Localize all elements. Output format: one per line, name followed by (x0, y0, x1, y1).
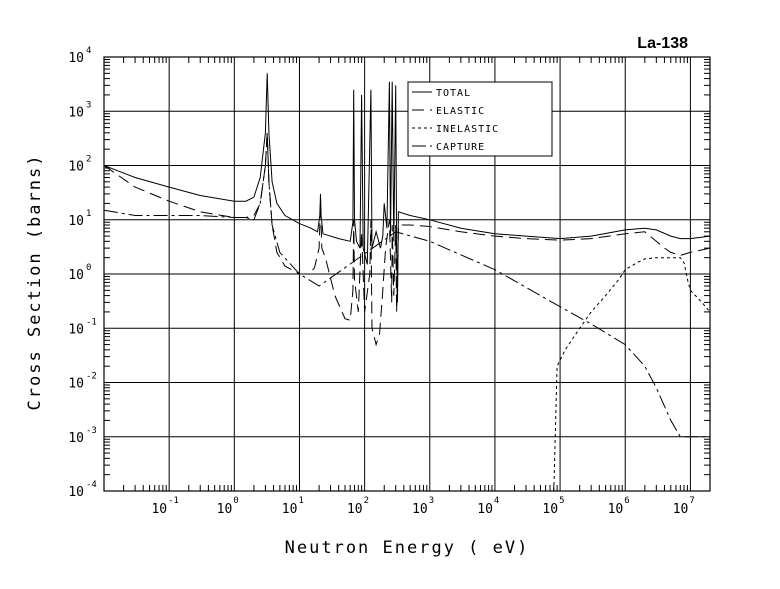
plot-frame (103, 56, 711, 492)
y-tick-exponent: -2 (86, 372, 97, 382)
x-tick-label: 106 (608, 496, 630, 517)
legend-box (407, 81, 553, 157)
legend-label-elastic: ELASTIC (436, 106, 485, 117)
y-tick-exponent: 2 (86, 155, 91, 165)
y-tick-label: 10 1 (68, 209, 91, 229)
series-elastic-line (104, 132, 710, 347)
x-tick-exponent: -1 (168, 496, 179, 506)
x-tick-label: 104 (477, 496, 499, 517)
y-tick-base: 10 (68, 322, 84, 337)
y-tick-label: 10 4 (68, 46, 91, 66)
x-tick-label: 103 (412, 496, 434, 517)
x-axis-label: Neutron Energy ( eV) (285, 538, 530, 558)
x-tick-exponent: 5 (559, 496, 564, 506)
y-tick-base: 10 (68, 377, 84, 392)
y-tick-base: 10 (68, 268, 84, 283)
x-tick-base: 10 (282, 502, 298, 517)
x-tick-exponent: 2 (364, 496, 369, 506)
y-tick-label: 10 -4 (68, 480, 97, 500)
x-tick-label: 101 (282, 496, 304, 517)
x-tick-label: 107 (673, 496, 695, 517)
y-tick-label: 10 -2 (68, 372, 97, 392)
y-tick-base: 10 (68, 105, 84, 120)
x-tick-base: 10 (412, 502, 428, 517)
y-tick-exponent: 0 (86, 263, 91, 273)
y-tick-label: 10 -3 (68, 426, 97, 446)
series-capture-line (104, 132, 710, 438)
y-tick-exponent: 3 (86, 100, 91, 110)
series-layer (104, 73, 710, 491)
y-tick-base: 10 (68, 214, 84, 229)
y-tick-base: 10 (68, 160, 84, 175)
legend-label-inelastic: INELASTIC (436, 124, 499, 135)
y-tick-label: 10 2 (68, 155, 91, 175)
x-tick-label: 100 (217, 496, 239, 517)
legend-label-capture: CAPTURE (436, 142, 485, 153)
y-tick-exponent: 1 (86, 209, 91, 219)
y-tick-exponent: 4 (86, 46, 91, 56)
y-tick-base: 10 (68, 51, 84, 66)
grid (104, 56, 711, 492)
x-tick-exponent: 0 (233, 496, 238, 506)
chart-title: La-138 (637, 35, 688, 52)
x-tick-exponent: 4 (494, 496, 499, 506)
x-tick-exponent: 3 (429, 496, 434, 506)
y-axis-label: Cross Section (barns) (25, 154, 45, 411)
y-tick-base: 10 (68, 485, 84, 500)
x-tick-label: 105 (542, 496, 564, 517)
x-tick-base: 10 (347, 502, 363, 517)
x-tick-base: 10 (608, 502, 624, 517)
x-tick-exponent: 6 (624, 496, 629, 506)
x-tick-base: 10 (217, 502, 233, 517)
y-tick-label: 10 0 (68, 263, 91, 283)
y-tick-exponent: -1 (86, 317, 97, 327)
y-tick-exponent: -4 (86, 480, 97, 490)
x-tick-label: 102 (347, 496, 369, 517)
x-tick-base: 10 (673, 502, 689, 517)
x-tick-base: 10 (542, 502, 558, 517)
x-tick-label: 10-1 (151, 496, 179, 517)
x-tick-base: 10 (151, 502, 167, 517)
y-tick-label: 10 3 (68, 100, 91, 120)
legend: TOTAL ELASTIC INELASTIC CAPTURE (407, 81, 553, 157)
x-tick-base: 10 (477, 502, 493, 517)
legend-label-total: TOTAL (436, 88, 471, 99)
series-inelastic-line (553, 257, 710, 491)
series-total-line (104, 73, 710, 303)
y-tick-label: 10 -1 (68, 317, 97, 337)
x-tick-exponent: 7 (689, 496, 694, 506)
x-tick-exponent: 1 (298, 496, 303, 506)
y-tick-base: 10 (68, 431, 84, 446)
y-tick-exponent: -3 (86, 426, 97, 436)
